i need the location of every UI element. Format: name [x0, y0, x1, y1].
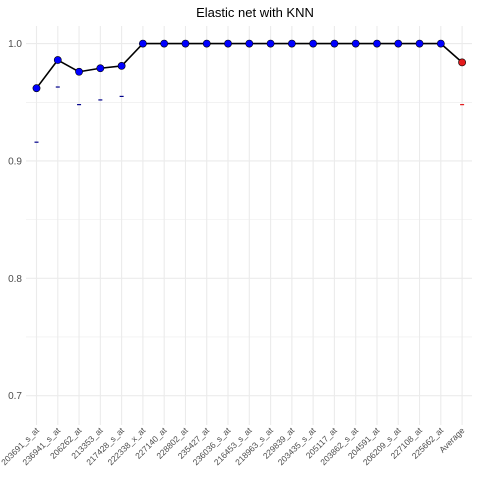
data-point	[436, 39, 445, 48]
average-point	[458, 58, 466, 67]
data-point	[373, 39, 381, 48]
data-point	[330, 39, 339, 48]
data-point	[117, 62, 126, 70]
data-point	[181, 39, 190, 48]
data-point	[53, 56, 62, 64]
data-point	[394, 39, 403, 48]
data-point	[224, 39, 232, 48]
data-point	[415, 39, 424, 48]
y-tick-label: 0.9	[8, 156, 22, 167]
data-point	[266, 39, 275, 48]
data-point	[351, 39, 360, 48]
data-point	[32, 84, 41, 93]
chart-title: Elastic net with KNN	[196, 5, 314, 20]
data-point	[287, 39, 296, 48]
data-point	[138, 39, 147, 48]
marks-layer	[32, 39, 466, 143]
x-tick-labels: 203691_s_at236941_s_at206262_at213353_at…	[0, 425, 467, 467]
y-tick-label: 1.0	[8, 39, 22, 50]
y-tick-labels: 0.7 0.8 0.9 1.0	[8, 39, 22, 402]
grid-layer	[26, 26, 472, 425]
data-point	[309, 39, 318, 48]
data-point	[75, 67, 83, 76]
data-point	[160, 39, 169, 48]
data-point	[202, 39, 211, 48]
data-point	[245, 39, 254, 48]
data-point	[96, 64, 105, 73]
y-tick-label: 0.8	[8, 274, 22, 285]
y-tick-label: 0.7	[8, 391, 22, 402]
